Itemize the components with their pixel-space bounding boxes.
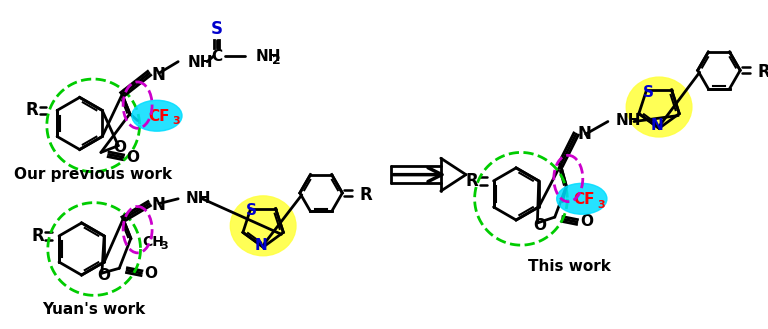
- Text: S: S: [210, 20, 223, 38]
- Text: NH: NH: [188, 55, 214, 70]
- Text: Yuan's work: Yuan's work: [42, 302, 146, 317]
- Text: O: O: [98, 267, 111, 283]
- Text: 3: 3: [160, 241, 167, 251]
- Text: R: R: [757, 63, 768, 81]
- Text: Our previous work: Our previous work: [14, 167, 172, 182]
- Text: N: N: [650, 118, 664, 133]
- Text: R: R: [25, 101, 38, 119]
- Text: CF: CF: [573, 192, 594, 207]
- Text: S: S: [643, 85, 654, 100]
- Text: 3: 3: [173, 115, 180, 126]
- Text: N: N: [151, 66, 165, 84]
- Text: R: R: [466, 172, 478, 190]
- Ellipse shape: [230, 196, 296, 256]
- Text: R: R: [359, 186, 372, 204]
- Text: CH: CH: [142, 235, 164, 249]
- Text: N: N: [151, 195, 165, 214]
- Text: NH: NH: [186, 191, 211, 206]
- Text: O: O: [580, 215, 593, 229]
- Ellipse shape: [557, 183, 607, 214]
- Text: O: O: [144, 266, 157, 281]
- Text: O: O: [533, 218, 546, 233]
- Text: R: R: [31, 227, 44, 245]
- Text: NH: NH: [616, 113, 641, 128]
- Text: CF: CF: [148, 109, 170, 124]
- Text: 3: 3: [598, 200, 605, 210]
- Text: 2: 2: [273, 54, 281, 67]
- Text: S: S: [246, 203, 257, 218]
- Text: N: N: [255, 238, 267, 253]
- Ellipse shape: [626, 77, 692, 137]
- Ellipse shape: [132, 100, 182, 131]
- Text: NH: NH: [256, 49, 281, 64]
- Text: C: C: [211, 49, 223, 64]
- Text: This work: This work: [528, 259, 611, 274]
- Text: O: O: [126, 150, 139, 165]
- Text: O: O: [114, 140, 127, 155]
- Text: N: N: [578, 125, 592, 143]
